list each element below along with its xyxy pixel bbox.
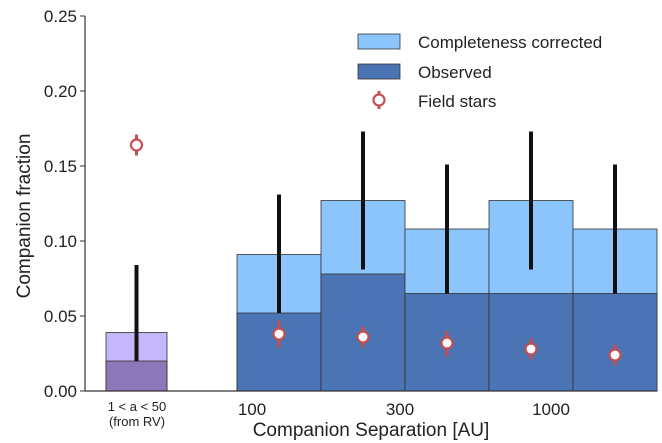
rv-label-line2: (from RV)	[109, 414, 165, 429]
y-axis-title: Companion fraction	[14, 134, 35, 299]
bar-observed-4	[572, 293, 658, 392]
legend-field-marker	[372, 93, 386, 107]
field-star-point-4	[608, 348, 622, 362]
x-axis-title: Companion Separation [AU]	[253, 420, 490, 441]
y-tick-label: 0.10	[44, 232, 77, 251]
x-tick-label-300: 300	[386, 400, 414, 419]
field-star-point-2	[440, 336, 454, 350]
legend-swatch-completeness	[357, 33, 401, 50]
field-star-point-1	[356, 330, 370, 344]
axes-layer	[84, 16, 657, 392]
y-ticks: 0.00 0.05 0.10 0.15 0.20 0.25	[44, 7, 85, 401]
y-tick-label: 0.00	[44, 382, 77, 401]
bars-layer	[105, 200, 658, 392]
legend-label-observed: Observed	[418, 63, 492, 82]
legend-label-completeness: Completeness corrected	[418, 33, 602, 52]
x-tick-label-100: 100	[238, 400, 266, 419]
bar-observed-rv	[105, 360, 168, 392]
legend-swatch-observed	[357, 63, 401, 80]
x-tick-label-1000: 1000	[532, 400, 570, 419]
legend-label-field: Field stars	[418, 92, 496, 111]
y-tick-label: 0.15	[44, 157, 77, 176]
field-star-point-0	[272, 327, 286, 341]
y-tick-label: 0.05	[44, 307, 77, 326]
field-star-point-3	[524, 342, 538, 356]
y-tick-label: 0.20	[44, 82, 77, 101]
legend: Completeness corrected Observed Field st…	[357, 33, 602, 111]
rv-label-line1: 1 < a < 50	[108, 399, 167, 414]
errorbars-layer	[134, 131, 617, 361]
field-star-point-rv	[129, 138, 144, 152]
y-tick-label: 0.25	[44, 7, 77, 26]
field-stars-layer	[129, 134, 622, 366]
